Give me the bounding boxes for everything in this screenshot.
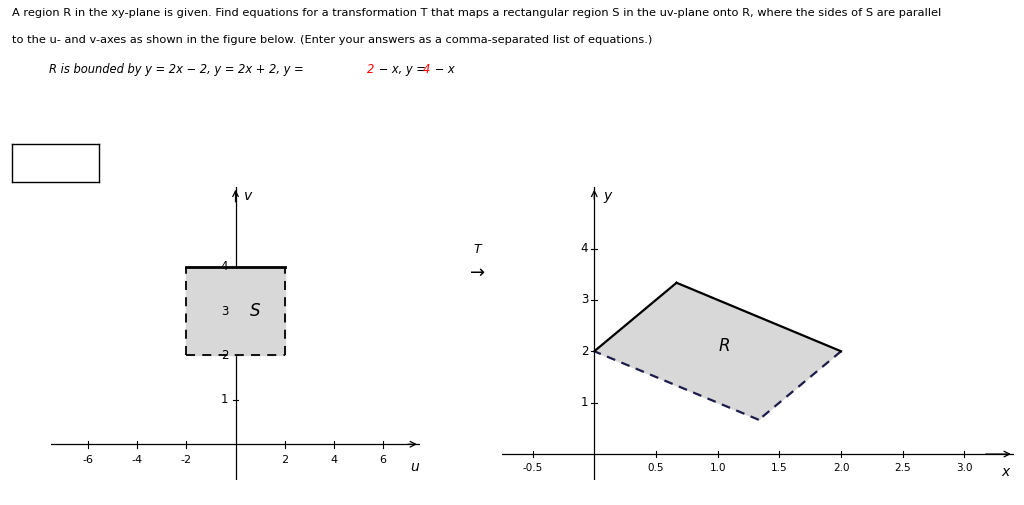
Text: 4: 4 — [331, 455, 337, 465]
Text: − x, y =: − x, y = — [375, 63, 429, 76]
Text: -2: -2 — [181, 455, 191, 465]
Text: v: v — [244, 189, 252, 203]
Polygon shape — [186, 267, 285, 356]
Text: 6: 6 — [380, 455, 386, 465]
Text: 4: 4 — [581, 242, 588, 255]
Text: 1: 1 — [581, 396, 588, 409]
Text: R: R — [718, 337, 729, 355]
Text: 2.0: 2.0 — [833, 463, 849, 473]
Text: 4: 4 — [220, 260, 228, 273]
Text: 2: 2 — [367, 63, 374, 76]
Polygon shape — [594, 283, 841, 420]
Text: 2: 2 — [282, 455, 288, 465]
Text: 3.0: 3.0 — [956, 463, 973, 473]
Text: 2.5: 2.5 — [894, 463, 911, 473]
Text: y: y — [603, 189, 611, 204]
Text: 4: 4 — [423, 63, 430, 76]
Text: 3: 3 — [221, 305, 228, 318]
Text: 0.5: 0.5 — [648, 463, 665, 473]
Text: -4: -4 — [132, 455, 142, 465]
Text: -6: -6 — [83, 455, 93, 465]
Text: 3: 3 — [581, 293, 588, 307]
Text: x: x — [1001, 466, 1010, 479]
Text: 2: 2 — [220, 349, 228, 362]
Text: 1: 1 — [220, 393, 228, 407]
Text: to the u- and v-axes as shown in the figure below. (Enter your answers as a comm: to the u- and v-axes as shown in the fig… — [12, 35, 652, 45]
Text: u: u — [411, 460, 419, 474]
Text: T: T — [473, 243, 481, 257]
Text: R is bounded by y = 2x − 2, y = 2x + 2, y =: R is bounded by y = 2x − 2, y = 2x + 2, … — [49, 63, 307, 76]
Text: S: S — [250, 302, 261, 320]
Text: − x: − x — [431, 63, 455, 76]
Text: -0.5: -0.5 — [522, 463, 543, 473]
Text: 1.0: 1.0 — [710, 463, 726, 473]
Text: 1.5: 1.5 — [771, 463, 787, 473]
Text: A region R in the xy-plane is given. Find equations for a transformation T that : A region R in the xy-plane is given. Fin… — [12, 8, 941, 18]
Text: 2: 2 — [581, 345, 588, 358]
Text: →: → — [470, 264, 484, 282]
